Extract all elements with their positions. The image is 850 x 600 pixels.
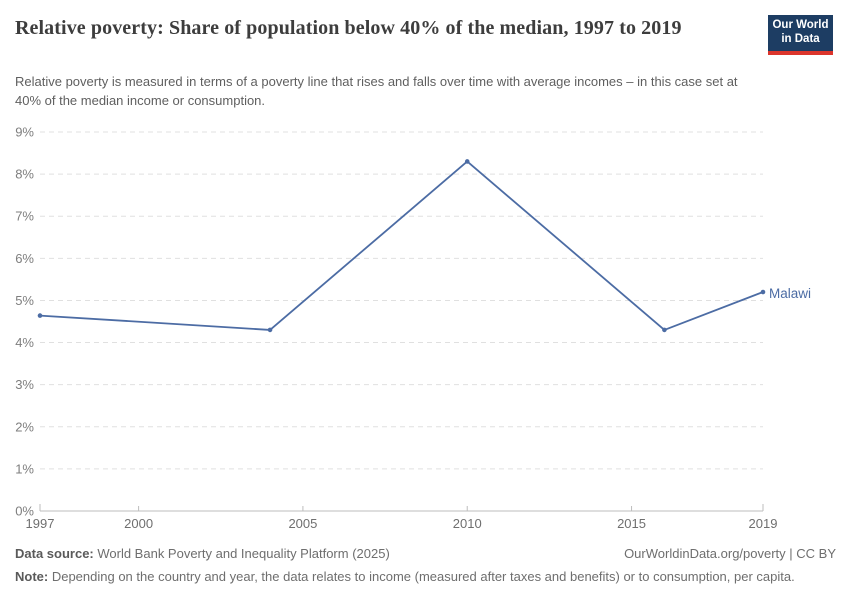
x-axis-tick-label: 2005	[288, 516, 317, 531]
y-axis-tick-label: 0%	[15, 504, 34, 519]
data-source-label: Data source:	[15, 546, 94, 561]
y-axis-tick-label: 2%	[15, 419, 34, 434]
owid-logo-line1: Our World	[772, 19, 829, 31]
data-point-marker[interactable]	[760, 289, 766, 295]
note-text: Note: Depending on the country and year,…	[15, 569, 836, 584]
note-label: Note:	[15, 569, 49, 584]
chart-subtitle: Relative poverty is measured in terms of…	[15, 74, 738, 108]
series-line-malawi[interactable]	[39, 160, 764, 331]
x-axis-tick-label: 1997	[26, 516, 55, 531]
y-axis-tick-label: 5%	[15, 293, 34, 308]
note-value: Depending on the country and year, the d…	[48, 569, 795, 584]
chart-footer: Data source: World Bank Poverty and Ineq…	[15, 546, 836, 584]
attribution-link[interactable]: OurWorldinData.org/poverty | CC BY	[624, 546, 836, 561]
data-point-marker[interactable]	[37, 313, 43, 318]
y-axis-tick-label: 3%	[15, 377, 34, 392]
y-axis-tick-label: 8%	[15, 167, 34, 182]
data-point-marker[interactable]	[662, 327, 667, 333]
data-source-value: World Bank Poverty and Inequality Platfo…	[93, 546, 390, 561]
x-axis-tick-label: 2010	[453, 516, 482, 531]
data-point-marker[interactable]	[267, 327, 273, 333]
entity-label[interactable]: Malawi	[769, 286, 812, 301]
x-axis-tick-label: 2000	[124, 516, 153, 531]
y-axis-tick-label: 6%	[15, 251, 34, 266]
data-point-marker[interactable]	[464, 159, 470, 164]
y-axis-tick-label: 7%	[15, 209, 34, 224]
x-axis-tick-label: 2019	[749, 516, 778, 531]
y-axis-tick-label: 4%	[15, 335, 34, 350]
data-source-text: Data source: World Bank Poverty and Ineq…	[15, 546, 390, 561]
y-axis-tick-label: 9%	[15, 125, 34, 140]
y-axis-tick-label: 1%	[15, 461, 34, 476]
x-axis-tick-label: 2015	[617, 516, 646, 531]
owid-logo[interactable]: Our World in Data	[768, 15, 833, 55]
owid-logo-line2: in Data	[781, 33, 820, 45]
page-title: Relative poverty: Share of population be…	[15, 17, 682, 39]
